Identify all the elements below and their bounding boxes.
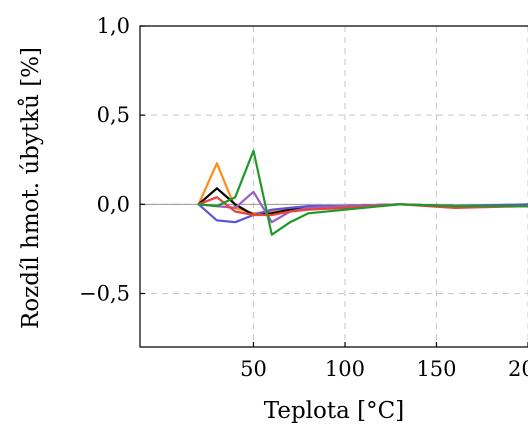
ticks (140, 25, 528, 347)
x-tick-label: 100 (325, 357, 365, 381)
y-tick-label: 0,5 (97, 103, 130, 127)
x-tick-label: 150 (416, 357, 456, 381)
series-group (197, 149, 528, 236)
grid (140, 25, 528, 347)
plot-frame (139, 25, 528, 348)
y-axis-label: Rozdíl hmot. úbytků [%] (17, 47, 44, 329)
y-tick-label: 0,0 (97, 192, 130, 216)
x-axis-label: Teplota [°C] (264, 398, 404, 424)
y-tick-label: −0,5 (79, 282, 130, 306)
x-tick-label: 200 (508, 357, 528, 381)
y-tick-label: 1,0 (97, 14, 130, 38)
series-line-6 (197, 149, 528, 236)
x-tick-label: 50 (240, 357, 267, 381)
series-line-2 (197, 187, 528, 217)
tick-labels: 50 100 150 200 −0,5 0,0 0,5 1,0 (79, 14, 528, 381)
